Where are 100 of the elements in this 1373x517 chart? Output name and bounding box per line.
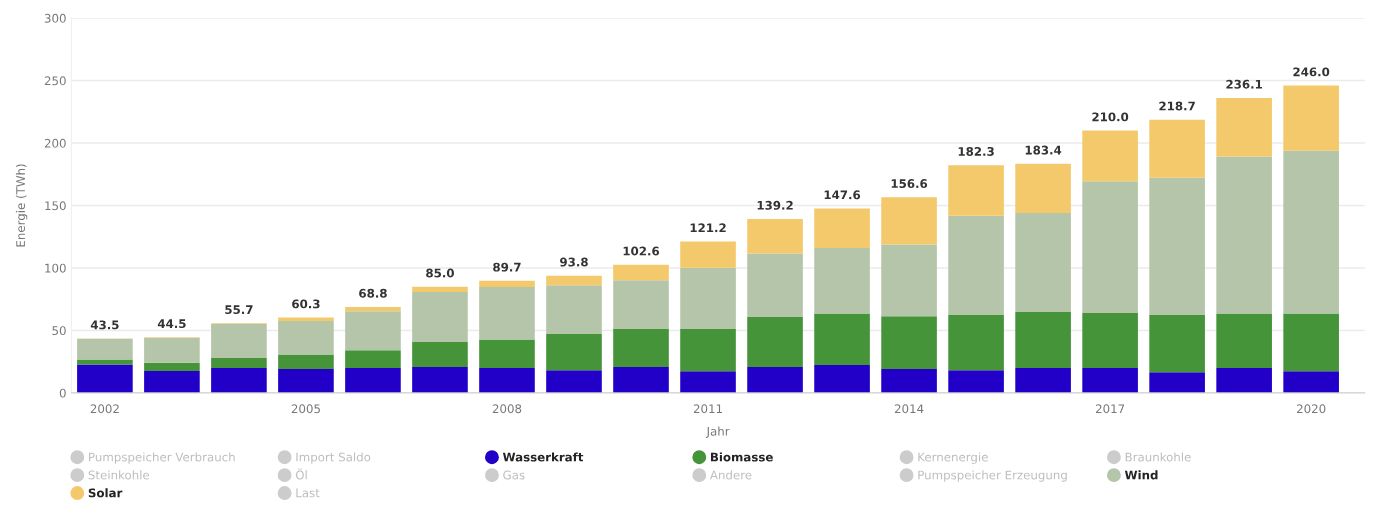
legend-label: Biomasse — [710, 452, 773, 462]
bar — [211, 357, 267, 368]
bar — [680, 241, 736, 268]
bar — [412, 286, 468, 292]
bar — [546, 333, 602, 371]
bar — [881, 197, 937, 245]
bar — [1082, 312, 1138, 368]
bar — [814, 313, 870, 365]
bar — [1082, 130, 1138, 182]
bar — [546, 275, 602, 286]
bar — [278, 368, 334, 393]
bar — [144, 362, 200, 372]
x-tick-label: 2002 — [90, 404, 119, 414]
bar — [412, 291, 468, 342]
total-label: 43.5 — [90, 320, 119, 330]
legend-label: Pumpspeicher Erzeugung — [918, 470, 1067, 482]
y-tick-label: 250 — [44, 76, 66, 86]
bar — [881, 368, 937, 393]
legend-label: Kernenergie — [918, 452, 988, 464]
bar — [1082, 367, 1138, 393]
bar — [1216, 156, 1272, 314]
legend-label: Gas — [503, 470, 525, 480]
bar — [747, 219, 803, 254]
legend-label: Steinkohle — [88, 470, 150, 480]
bar — [1283, 85, 1339, 151]
bar — [546, 285, 602, 334]
total-label: 246.0 — [1293, 67, 1330, 77]
bar — [814, 364, 870, 393]
legend-label: Last — [296, 488, 320, 498]
bar — [144, 371, 200, 393]
bar — [479, 339, 535, 368]
bar — [1015, 163, 1071, 213]
bar — [1216, 313, 1272, 368]
y-tick-label: 50 — [52, 326, 66, 336]
bar — [680, 371, 736, 393]
total-label: 102.6 — [623, 246, 660, 256]
legend-label: Braunkohle — [1125, 452, 1191, 462]
bar — [881, 316, 937, 369]
bar — [211, 324, 267, 358]
bar — [546, 370, 602, 393]
legend-label: Solar — [88, 488, 123, 498]
x-tick-label: 2014 — [894, 404, 924, 414]
total-label: 89.7 — [493, 262, 521, 272]
x-tick-label: 2008 — [492, 404, 522, 414]
total-label: 55.7 — [225, 305, 253, 315]
bar — [613, 366, 669, 393]
total-label: 147.6 — [824, 190, 861, 200]
bar — [1283, 150, 1339, 314]
bar — [345, 311, 401, 351]
bar — [1149, 372, 1205, 393]
bar — [144, 337, 200, 363]
bar — [479, 287, 535, 340]
bar — [412, 366, 468, 393]
bar — [814, 208, 870, 248]
bar — [345, 306, 401, 312]
bar — [814, 247, 870, 314]
total-label: 93.8 — [560, 257, 588, 267]
total-label: 68.8 — [359, 288, 387, 298]
total-label: 85.0 — [426, 268, 454, 278]
bar — [211, 367, 267, 393]
bar — [948, 370, 1004, 393]
total-label: 183.4 — [1025, 145, 1062, 155]
bar — [479, 280, 535, 288]
y-tick-label: 200 — [44, 138, 66, 148]
bar — [1015, 213, 1071, 312]
bar — [278, 354, 334, 369]
y-tick-label: 300 — [44, 13, 66, 23]
x-tick-label: 2017 — [1095, 404, 1125, 414]
x-axis-title: Jahr — [705, 426, 730, 438]
bar — [881, 244, 937, 317]
bar — [345, 367, 401, 393]
bar — [345, 350, 401, 368]
legend-label: Andere — [709, 470, 752, 480]
y-tick-label: 0 — [59, 388, 66, 398]
bar — [680, 267, 736, 329]
bar — [1082, 181, 1138, 313]
bar — [747, 253, 803, 317]
bar — [278, 321, 334, 355]
bar — [77, 338, 133, 360]
bar — [613, 280, 669, 329]
bar — [680, 328, 736, 372]
bar — [412, 341, 468, 367]
total-label: 60.3 — [292, 299, 320, 309]
x-tick-label: 2005 — [291, 404, 320, 414]
bar — [948, 165, 1004, 216]
bar — [1015, 367, 1071, 393]
total-label: 121.2 — [690, 223, 726, 233]
legend-label: Öl — [295, 468, 307, 480]
bar — [1216, 367, 1272, 393]
y-axis-title: Energie (TWh) — [15, 164, 28, 247]
bar — [948, 314, 1004, 371]
total-label: 139.2 — [757, 200, 793, 210]
x-tick-label: 2020 — [1296, 404, 1326, 414]
legend-label: Import Saldo — [296, 452, 371, 464]
total-label: 156.6 — [891, 179, 928, 189]
bar — [1216, 97, 1272, 157]
bar — [1015, 311, 1071, 368]
bar — [1149, 314, 1205, 373]
bar — [1283, 313, 1339, 372]
bar — [77, 359, 133, 365]
